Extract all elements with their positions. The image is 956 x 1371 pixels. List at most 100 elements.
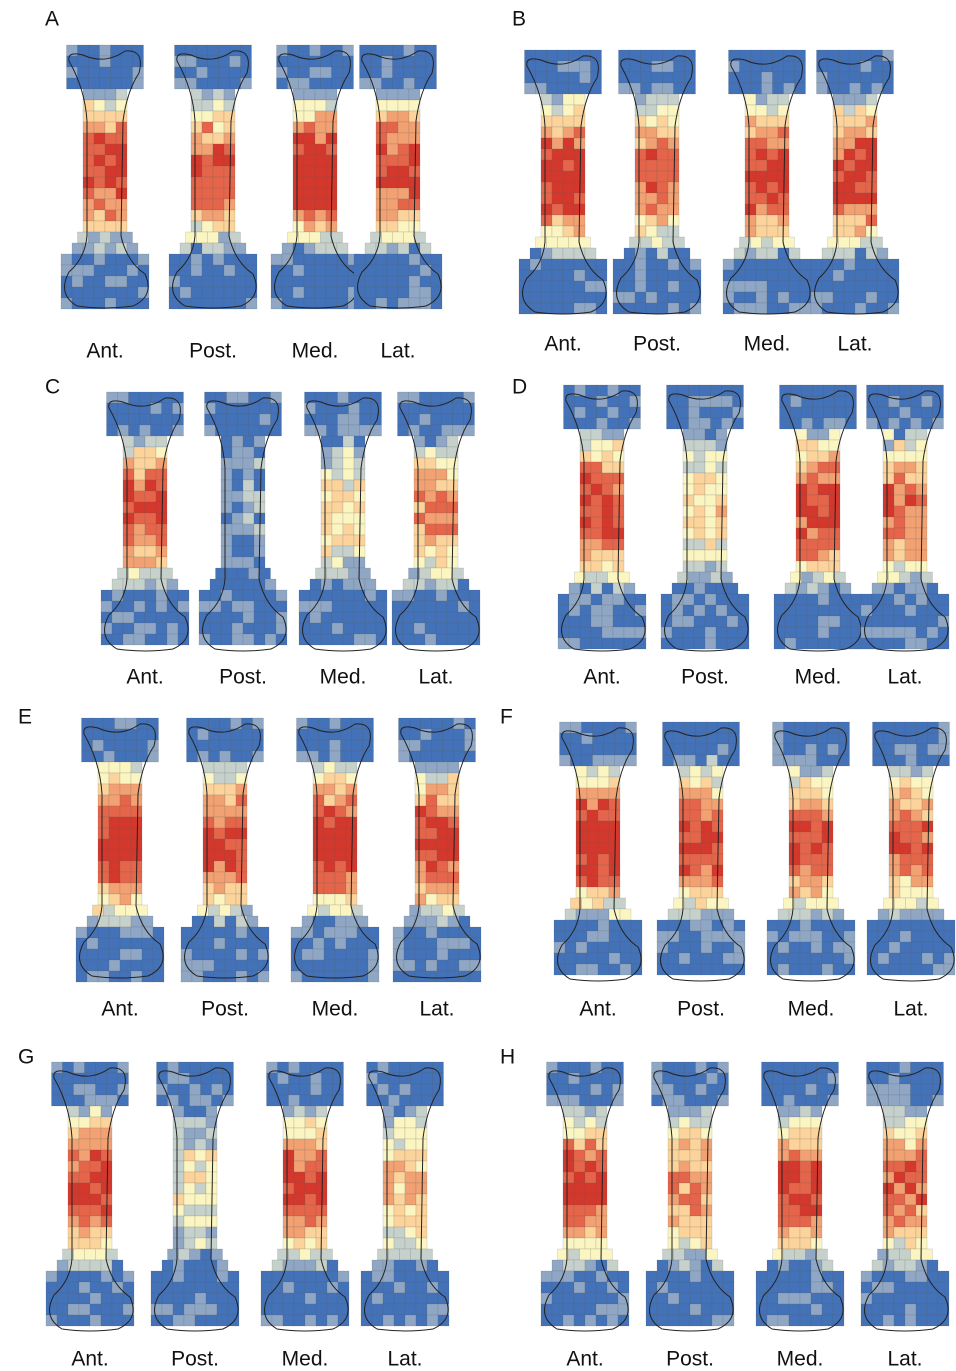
heat-cell bbox=[345, 959, 358, 972]
heat-cell bbox=[645, 269, 658, 282]
heat-cell bbox=[161, 1314, 174, 1327]
heat-cell bbox=[183, 1204, 196, 1217]
heat-cell bbox=[726, 604, 739, 617]
heat-cell bbox=[711, 930, 724, 943]
heat-cell bbox=[320, 457, 333, 470]
heat-cell bbox=[711, 963, 724, 976]
heat-cell bbox=[201, 165, 214, 178]
heat-cell bbox=[524, 82, 536, 95]
heat-cell bbox=[854, 280, 867, 293]
heat-cell bbox=[860, 626, 873, 639]
heat-cell bbox=[821, 963, 834, 976]
heat-cell bbox=[425, 816, 438, 829]
heat-cell bbox=[108, 838, 121, 851]
heat-cell bbox=[882, 450, 895, 463]
heat-cell bbox=[97, 783, 110, 796]
heat-cell bbox=[457, 633, 470, 646]
heat-cell bbox=[404, 1259, 417, 1272]
heat-cell bbox=[353, 600, 366, 613]
heat-cell bbox=[893, 1270, 906, 1283]
heat-cell bbox=[905, 754, 917, 767]
heat-cell bbox=[706, 1083, 718, 1096]
heat-cell bbox=[877, 406, 889, 419]
heat-cell bbox=[201, 110, 214, 123]
heat-cell bbox=[614, 897, 626, 910]
heat-cell bbox=[161, 1292, 174, 1305]
heat-cell bbox=[359, 567, 371, 580]
bone-heatmap bbox=[860, 1061, 950, 1332]
heat-cell bbox=[301, 937, 314, 950]
heat-cell bbox=[799, 864, 812, 877]
heat-cell bbox=[893, 1149, 906, 1162]
heat-cell bbox=[810, 1303, 823, 1316]
heat-cell bbox=[318, 739, 330, 752]
heat-cell bbox=[744, 214, 757, 227]
heat-cell bbox=[100, 589, 113, 602]
heat-cell bbox=[292, 110, 305, 123]
heat-cell bbox=[213, 893, 226, 906]
heat-cell bbox=[634, 604, 647, 617]
heat-cell bbox=[678, 1259, 691, 1272]
heat-cell bbox=[119, 761, 132, 774]
heat-cell bbox=[264, 622, 277, 635]
heat-cell bbox=[404, 1281, 417, 1294]
heat-cell bbox=[353, 622, 366, 635]
heat-cell bbox=[351, 728, 363, 741]
heat-cell bbox=[573, 148, 586, 161]
heat-cell bbox=[231, 490, 244, 503]
heat-cell bbox=[425, 827, 438, 840]
heat-cell bbox=[219, 904, 231, 917]
heat-cell bbox=[144, 611, 157, 624]
heat-cell bbox=[832, 941, 845, 954]
heat-cell bbox=[645, 302, 658, 315]
heat-cell bbox=[318, 750, 330, 763]
heat-cell bbox=[414, 66, 426, 79]
heat-cell bbox=[89, 1237, 102, 1250]
heat-cell bbox=[235, 959, 248, 972]
heat-cell bbox=[172, 1237, 185, 1250]
heat-cell bbox=[95, 1083, 107, 1096]
heat-cell bbox=[211, 1248, 223, 1261]
heat-cell bbox=[312, 794, 325, 807]
heat-cell bbox=[106, 1072, 118, 1085]
heat-cell bbox=[606, 1270, 619, 1283]
heat-cell bbox=[122, 468, 135, 481]
heat-cell bbox=[304, 1204, 317, 1217]
heat-cell bbox=[854, 104, 867, 117]
heat-cell bbox=[104, 165, 117, 178]
heat-cell bbox=[392, 948, 405, 961]
heat-cell bbox=[97, 805, 110, 818]
heat-cell bbox=[292, 220, 305, 233]
heat-cell bbox=[888, 864, 901, 877]
heat-cell bbox=[144, 468, 157, 481]
heat-cell bbox=[413, 512, 426, 525]
heat-cell bbox=[194, 1215, 207, 1228]
heat-cell bbox=[590, 1083, 602, 1096]
heat-cell bbox=[744, 126, 757, 139]
heat-cell bbox=[185, 55, 197, 68]
heat-cell bbox=[342, 479, 355, 492]
heat-cell bbox=[590, 450, 603, 463]
heat-cell bbox=[359, 55, 371, 68]
heat-cell bbox=[130, 827, 143, 840]
heat-cell bbox=[144, 633, 157, 646]
heat-cell bbox=[634, 269, 647, 282]
heat-cell bbox=[546, 1072, 558, 1085]
heat-cell bbox=[216, 1314, 229, 1327]
heat-cell bbox=[766, 104, 779, 117]
heat-cell bbox=[436, 805, 449, 818]
heat-cell bbox=[73, 1083, 85, 1096]
heat-cell bbox=[693, 549, 706, 562]
heat-cell bbox=[704, 604, 717, 617]
heat-cell bbox=[810, 1171, 823, 1184]
heat-cell bbox=[100, 1127, 113, 1140]
heat-cell bbox=[684, 60, 696, 73]
heat-cell bbox=[821, 809, 834, 822]
heat-cell bbox=[656, 93, 669, 106]
heat-cell bbox=[551, 115, 564, 128]
heat-cell bbox=[386, 187, 399, 200]
heat-cell bbox=[573, 1204, 586, 1217]
heat-cell bbox=[601, 472, 614, 485]
heat-cell bbox=[805, 1094, 817, 1107]
heat-cell bbox=[122, 1314, 135, 1327]
